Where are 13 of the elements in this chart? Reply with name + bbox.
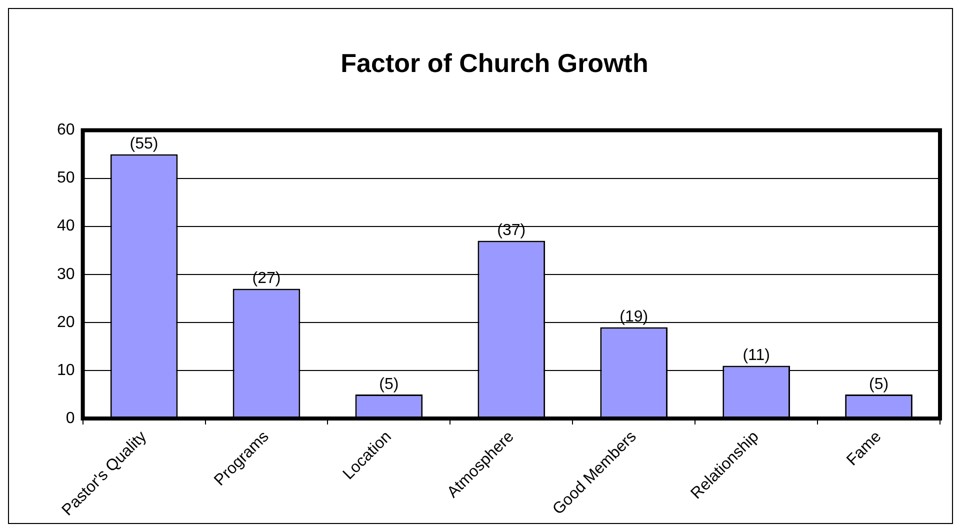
y-tick-label: 40: [57, 218, 75, 235]
y-tick-label: 30: [57, 266, 75, 283]
y-tick-label: 0: [66, 410, 75, 427]
data-label: (5): [379, 376, 399, 393]
y-tick-label: 60: [57, 122, 75, 139]
data-label: (11): [742, 347, 770, 364]
data-label: (19): [620, 308, 648, 326]
data-label: (5): [868, 376, 889, 393]
chart-title: Factor of Church Growth: [340, 48, 648, 78]
y-tick-label: 50: [57, 170, 75, 187]
data-label: (55): [130, 136, 158, 153]
y-tick-label: 20: [57, 314, 75, 331]
y-tick-label: 10: [57, 362, 75, 379]
